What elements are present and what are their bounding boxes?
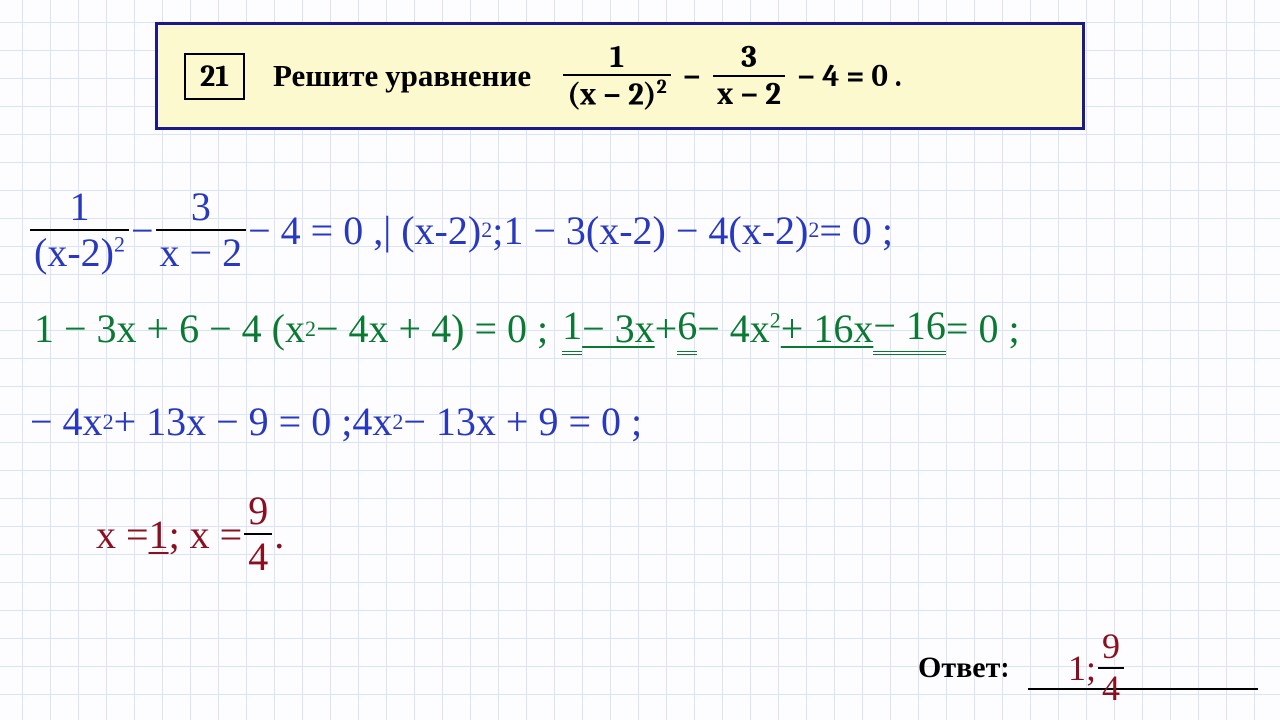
frac-2: 3 x − 2: [713, 41, 785, 110]
answer-frac: 9 4: [1098, 628, 1124, 708]
problem-prompt: Решите уравнение: [273, 58, 531, 94]
frac-1-num: 1: [606, 41, 628, 75]
answer-frac-num: 9: [1098, 628, 1124, 667]
work-line-4: x = 1 ; x = 9 4 .: [96, 490, 284, 578]
problem-number: 21: [184, 53, 245, 100]
frac-1: 1 (x − 2)2: [563, 41, 671, 111]
l1-frac1: 1 (x-2)2: [30, 186, 129, 274]
page-content: 21 Решите уравнение 1 (x − 2)2 − 3 x − 2…: [0, 0, 1280, 720]
root-1: 1: [149, 511, 169, 558]
l1-frac2-den: x − 2: [156, 229, 247, 274]
minus-1: −: [683, 58, 701, 94]
answer-underline: [1028, 688, 1258, 690]
root-2-frac: 9 4: [244, 490, 272, 578]
frac-1-den-base: (x − 2): [567, 77, 656, 113]
problem-text: Решите уравнение 1 (x − 2)2 − 3 x − 2 − …: [273, 41, 902, 111]
frac-1-den: (x − 2)2: [563, 74, 671, 111]
answer-label: Ответ:: [918, 650, 1009, 685]
problem-tail: − 4 = 0 .: [797, 58, 902, 94]
frac-2-den: x − 2: [713, 75, 785, 111]
term-16x: + 16x: [781, 305, 874, 352]
frac-2-num: 3: [737, 41, 761, 75]
l1-frac1-num: 1: [65, 186, 93, 229]
answer-frac-den: 4: [1098, 667, 1124, 708]
term-m4x2: − 4x2: [697, 305, 781, 352]
l1-frac2-num: 3: [187, 186, 215, 229]
work-line-2: 1 − 3x + 6 − 4 (x2 − 4x + 4) = 0 ; 1 − 3…: [34, 302, 1020, 355]
frac-1-den-exp: 2: [656, 76, 666, 99]
root-2-den: 4: [244, 533, 272, 578]
term-m16: − 16: [873, 302, 946, 355]
answer-value: 1 ; 9 4: [1068, 628, 1126, 708]
root-2-num: 9: [244, 490, 272, 533]
work-line-1: 1 (x-2)2 − 3 x − 2 − 4 = 0 , | (x-2)2 ; …: [28, 186, 893, 274]
problem-box: 21 Решите уравнение 1 (x − 2)2 − 3 x − 2…: [155, 22, 1085, 130]
answer-1: 1: [1068, 647, 1086, 689]
l1-frac1-den: (x-2)2: [30, 229, 129, 274]
l1-frac2: 3 x − 2: [156, 186, 247, 274]
term-6: 6: [677, 302, 697, 355]
work-line-3: − 4x2 + 13x − 9 = 0 ; 4x2 − 13x + 9 = 0 …: [30, 398, 642, 445]
term-m3x: − 3x: [582, 305, 655, 352]
term-1: 1: [562, 302, 582, 355]
